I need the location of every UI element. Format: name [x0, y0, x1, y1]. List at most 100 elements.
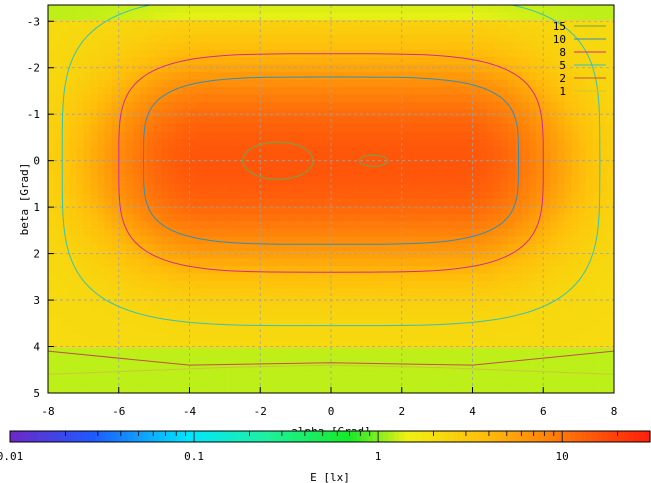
heatmap-cell: [557, 139, 566, 148]
heatmap-cell: [599, 355, 608, 364]
heatmap-cell: [401, 176, 410, 185]
heatmap-cell: [422, 273, 431, 282]
heatmap-cell: [606, 131, 614, 140]
heatmap-cell: [69, 303, 77, 312]
heatmap-cell: [154, 5, 162, 14]
heatmap-cell: [338, 102, 346, 111]
heatmap-cell: [430, 281, 438, 290]
heatmap-cell: [557, 42, 566, 51]
contour-level-15: [358, 154, 389, 167]
heatmap-cell: [373, 370, 382, 379]
heatmap-cell: [465, 64, 474, 73]
heatmap-cell: [147, 288, 155, 297]
heatmap-cell: [387, 385, 396, 393]
heatmap-cell: [217, 184, 226, 193]
heatmap-cell: [380, 370, 389, 379]
heatmap-cell: [536, 5, 544, 14]
heatmap-cell: [345, 288, 353, 297]
heatmap-cell: [295, 57, 304, 66]
heatmap-cell: [161, 191, 169, 200]
heatmap-cell: [55, 355, 63, 364]
heatmap-cell: [578, 266, 587, 275]
heatmap-cell: [274, 206, 283, 215]
heatmap-cell: [408, 27, 417, 36]
heatmap-cell: [111, 221, 120, 230]
heatmap-cell: [486, 72, 495, 81]
heatmap-cell: [217, 124, 226, 133]
heatmap-cell: [500, 27, 509, 36]
heatmap-cell: [578, 139, 587, 148]
heatmap-cell: [437, 109, 445, 118]
heatmap-cell: [281, 34, 290, 43]
heatmap-cell: [132, 288, 141, 297]
heatmap-cell: [104, 310, 113, 319]
heatmap-cell: [550, 79, 558, 88]
heatmap-cell: [422, 378, 431, 387]
heatmap-cell: [189, 94, 198, 103]
heatmap-cell: [550, 385, 558, 393]
heatmap-cell: [359, 12, 367, 21]
heatmap-cell: [543, 109, 551, 118]
heatmap-cell: [507, 281, 516, 290]
colorbar-segment: [319, 431, 326, 442]
heatmap-cell: [55, 199, 63, 208]
heatmap-cell: [125, 191, 134, 200]
heatmap-cell: [536, 288, 544, 297]
heatmap-cell: [606, 19, 614, 28]
heatmap-cell: [309, 363, 318, 372]
heatmap-cell: [69, 333, 77, 342]
heatmap-cell: [210, 27, 219, 36]
heatmap-cell: [500, 258, 509, 267]
heatmap-cell: [281, 191, 290, 200]
heatmap-cell: [408, 124, 417, 133]
heatmap-cell: [401, 72, 410, 81]
heatmap-cell: [224, 348, 233, 357]
heatmap-cell: [359, 243, 367, 252]
heatmap-cell: [281, 258, 290, 267]
heatmap-cell: [224, 176, 233, 185]
heatmap-cell: [239, 370, 247, 379]
heatmap-cell: [161, 213, 169, 222]
heatmap-cell: [331, 124, 339, 133]
heatmap-cell: [196, 228, 205, 237]
heatmap-cell: [154, 94, 162, 103]
heatmap-cell: [97, 251, 106, 260]
heatmap-cell: [147, 318, 155, 327]
heatmap-cell: [493, 318, 502, 327]
heatmap-cell: [83, 310, 92, 319]
heatmap-cell: [231, 228, 240, 237]
heatmap-cell: [500, 42, 509, 51]
heatmap-cell: [359, 34, 367, 43]
heatmap-cell: [323, 318, 332, 327]
heatmap-cell: [578, 318, 587, 327]
heatmap-cell: [564, 258, 573, 267]
heatmap-cell: [210, 34, 219, 43]
heatmap-cell: [479, 131, 488, 140]
heatmap-cell: [288, 303, 297, 312]
heatmap-cell: [465, 102, 474, 111]
heatmap-cell: [147, 385, 155, 393]
heatmap-cell: [139, 378, 148, 387]
heatmap-cell: [522, 206, 530, 215]
heatmap-cell: [147, 109, 155, 118]
heatmap-cell: [571, 49, 580, 58]
heatmap-cell: [189, 281, 198, 290]
heatmap-cell: [437, 281, 445, 290]
heatmap-cell: [507, 169, 516, 178]
heatmap-cell: [309, 161, 318, 170]
heatmap-cell: [288, 191, 297, 200]
heatmap-cell: [111, 310, 120, 319]
heatmap-cell: [514, 273, 523, 282]
heatmap-cell: [104, 139, 113, 148]
heatmap-cell: [373, 378, 382, 387]
heatmap-cell: [465, 116, 474, 125]
heatmap-cell: [239, 303, 247, 312]
heatmap-cell: [373, 258, 382, 267]
heatmap-cell: [472, 221, 481, 230]
heatmap-cell: [394, 124, 403, 133]
heatmap-cell: [182, 12, 191, 21]
heatmap-cell: [253, 169, 261, 178]
heatmap-cell: [260, 273, 268, 282]
heatmap-cell: [606, 213, 614, 222]
heatmap-cell: [239, 221, 247, 230]
